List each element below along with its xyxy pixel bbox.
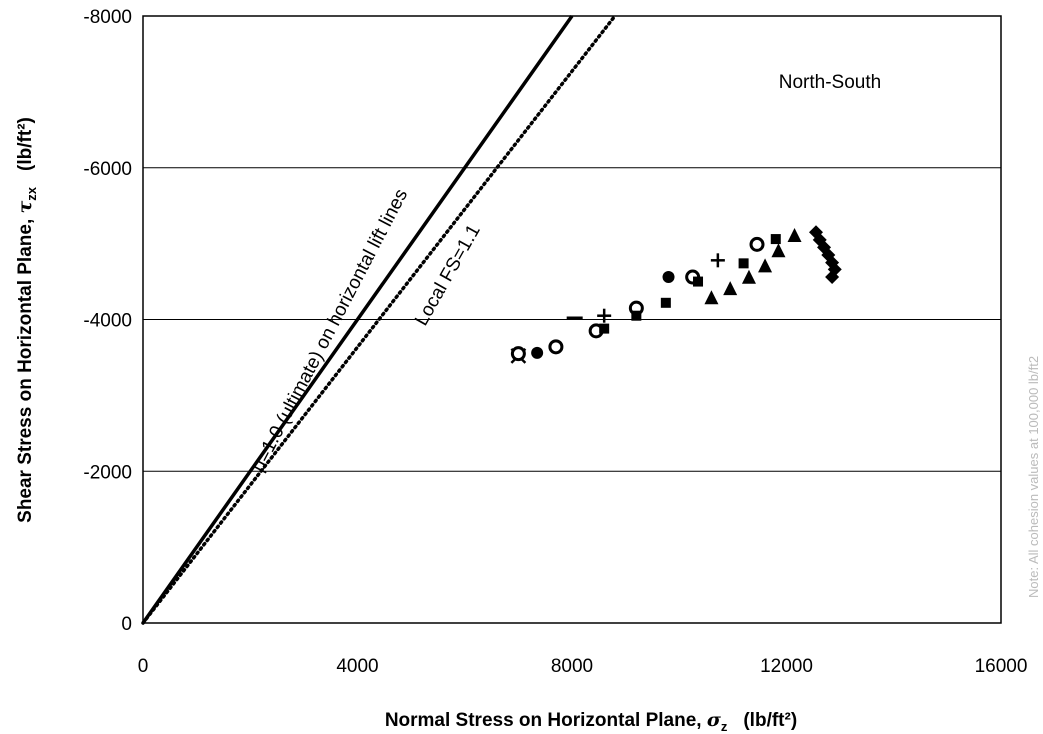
x-tick-label: 8000 [551, 656, 593, 677]
x-tick-label: 0 [138, 656, 149, 677]
dotted-reference-line [141, 14, 617, 625]
y-tick-label: -4000 [83, 311, 132, 332]
data-point-plus [710, 253, 725, 268]
data-point-triangle [787, 228, 802, 243]
tick-labels: 0 4000 8000 12000 16000 0 -2000 -4000 -6000 -8000 [83, 7, 1027, 677]
region-label: North-South [779, 72, 881, 93]
data-point-triangle [723, 281, 738, 296]
data-point-triangle [771, 243, 786, 258]
data-point-open-circle [749, 236, 765, 252]
data-point-filled-circle [662, 271, 675, 284]
data-points [510, 225, 842, 364]
y-tick-label: 0 [121, 614, 132, 635]
data-point-open-circle [548, 339, 564, 355]
x-tick-label: 4000 [336, 656, 378, 677]
data-point-plus [597, 308, 612, 323]
x-tick-label: 12000 [760, 656, 813, 677]
side-note: Note: All cohesion values at 100,000 lb/… [1026, 356, 1041, 598]
data-point-square [631, 310, 642, 321]
data-point-diamond [825, 270, 840, 285]
x-axis-title: Normal Stress on Horizontal Plane, σz (lb… [385, 709, 797, 734]
data-point-square [660, 297, 671, 308]
y-axis-title-symbol: τ [14, 200, 36, 213]
y-axis-title-sub: zx [24, 186, 39, 201]
x-tick-label: 16000 [975, 656, 1028, 677]
data-point-open-circle [510, 346, 526, 362]
data-point-triangle [704, 290, 719, 305]
grid-lines [143, 167, 1001, 472]
data-point-triangle [758, 258, 773, 273]
y-tick-label: -2000 [83, 462, 132, 483]
data-point-square [599, 323, 610, 334]
solid-reference-line [141, 14, 574, 625]
y-axis-title: Shear Stress on Horizontal Plane, τzx (lb… [14, 117, 39, 523]
data-point-square [770, 234, 781, 245]
y-tick-label: -8000 [83, 7, 132, 28]
data-point-square [738, 258, 749, 269]
y-axis-title-main: Shear Stress on Horizontal Plane, [15, 213, 36, 522]
x-axis-title-symbol: σ [707, 709, 722, 731]
y-tick-label: -6000 [83, 159, 132, 180]
data-point-filled-circle [531, 346, 544, 359]
x-axis-title-main: Normal Stress on Horizontal Plane, [385, 710, 707, 731]
data-point-square [693, 276, 704, 287]
y-axis-title-unit: (lb/ft²) [15, 117, 36, 171]
reference-lines [141, 14, 617, 625]
data-point-triangle [741, 269, 756, 284]
x-axis-title-unit: (lb/ft²) [743, 710, 797, 731]
x-axis-title-sub: z [721, 719, 728, 734]
